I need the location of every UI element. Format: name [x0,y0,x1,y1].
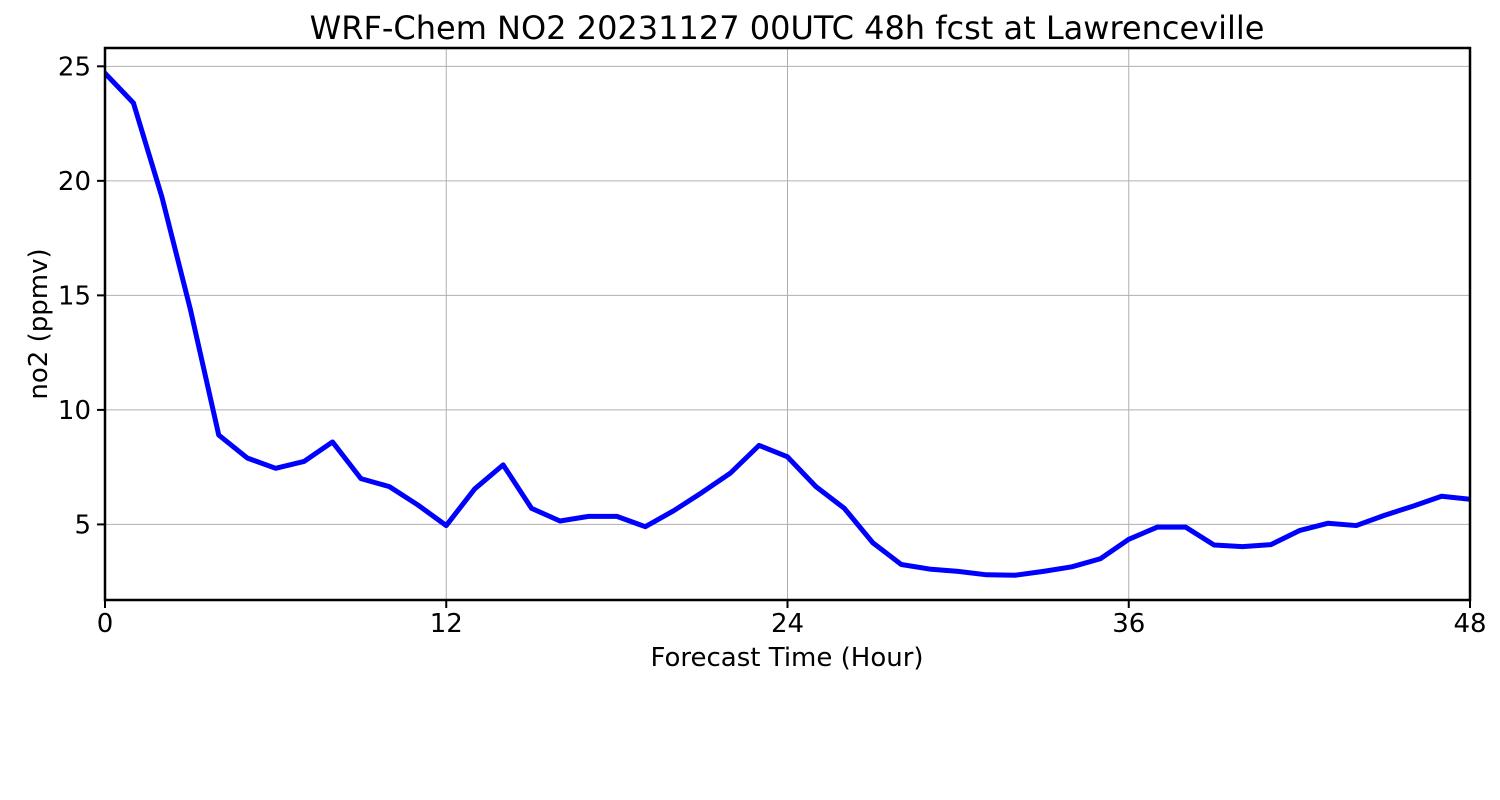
y-tick-label: 15 [58,281,91,311]
x-tick-label: 36 [1112,609,1145,639]
series-line-group [105,70,1470,578]
y-tick-label: 20 [58,167,91,197]
y-tick-label: 25 [58,52,91,82]
series-line [105,70,1470,578]
x-tick-label: 48 [1453,609,1486,639]
y-tick-label: 10 [58,396,91,426]
axis-ticks: 0 12 24 36 48 5 10 15 20 25 [58,52,1487,639]
x-tick-label: 0 [97,609,114,639]
y-axis-label: no2 (ppmv) [24,248,54,399]
x-tick-label: 12 [430,609,463,639]
grid-lines [104,48,1471,600]
y-tick-label: 5 [74,510,91,540]
chart-title: WRF-Chem NO2 20231127 00UTC 48h fcst at … [310,9,1265,47]
x-tick-label: 24 [771,609,804,639]
x-axis-label: Forecast Time (Hour) [650,643,923,673]
